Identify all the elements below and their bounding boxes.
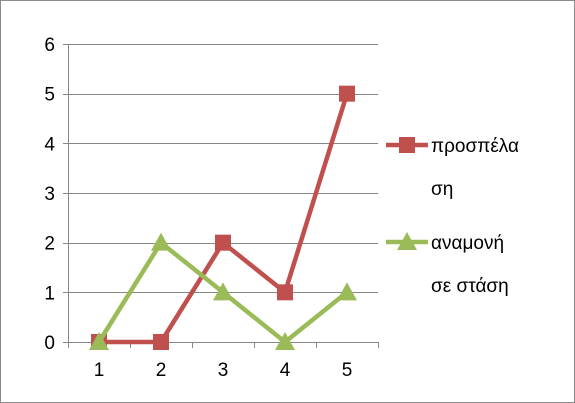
series [89,85,357,350]
y-tick-label: 3 [44,184,55,205]
y-tick-label: 1 [44,283,55,304]
legend-label: προσπέλα [431,136,519,157]
data-point [153,334,169,350]
y-tick-label: 2 [44,234,55,255]
data-point [277,284,293,301]
legend-label: ση [431,179,453,200]
legend: προσπέλα ση αναμονή σε στάση [386,136,519,297]
x-tick-label: 2 [156,360,167,381]
legend-label: αναμονή [431,233,504,254]
legend-label: σε στάση [431,276,509,297]
data-point [151,232,171,251]
gridlines [63,44,378,293]
data-point [89,332,109,350]
legend-entry-1: προσπέλα ση [386,136,519,200]
y-tick-label: 4 [44,134,55,155]
series-2 [89,232,357,350]
data-point [215,234,231,251]
legend-marker [397,232,417,250]
x-tick-label: 5 [342,360,353,381]
legend-marker [399,137,415,153]
legend-entry-2: αναμονή σε στάση [386,232,509,297]
data-point [275,332,295,350]
tick-labels: 0 1 2 3 4 5 6 1 2 3 4 5 [44,35,352,381]
y-tick-label: 0 [44,333,55,354]
x-tick-label: 3 [218,360,229,381]
data-point [213,282,233,301]
y-tick-label: 5 [44,85,55,106]
x-tick-label: 1 [94,360,105,381]
x-tick-label: 4 [280,360,291,381]
data-point [337,282,357,301]
y-tick-label: 6 [44,35,55,56]
data-point [339,85,355,102]
